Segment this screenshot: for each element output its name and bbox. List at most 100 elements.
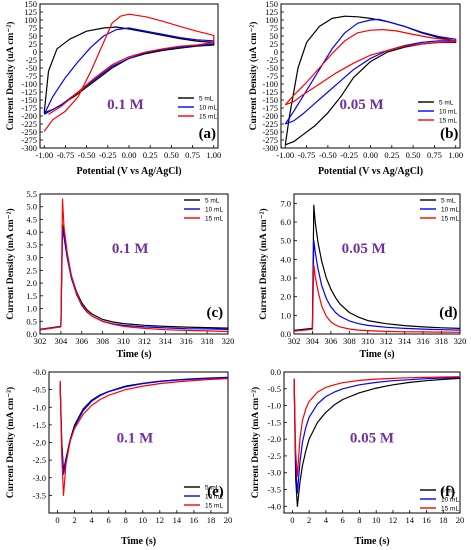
x-tick-label: -0.50	[78, 150, 96, 160]
y-tick-label: -200	[262, 111, 278, 121]
y-tick-label: -50	[26, 63, 37, 73]
x-tick-label: 18	[207, 515, 216, 525]
y-tick-label: 4.5	[26, 214, 37, 224]
legend-label: 5 mL	[439, 100, 454, 107]
y-axis-title: Current Density (uA cm⁻²)	[248, 22, 259, 131]
series-line-5-mL	[284, 15, 457, 146]
series-line-15-mL	[293, 376, 461, 477]
y-tick-label: 3.0	[280, 273, 291, 283]
panel-label: (c)	[207, 305, 224, 321]
y-tick-label: -175	[262, 103, 278, 113]
y-tick-label: -300	[262, 143, 278, 153]
y-tick-label: 125	[265, 7, 278, 17]
y-tick-label: 50	[270, 31, 279, 41]
panel-d: 302 304 306 308 310 312 314 316 318 320 0.0 1.0 2.0 3…	[258, 193, 466, 360]
x-tick-label: 0.25	[143, 150, 158, 160]
series-line-10-mL	[293, 240, 461, 332]
y-tick-label: 3.5	[26, 240, 37, 250]
y-tick-label: 5.0	[280, 236, 291, 246]
y-tick-label: 1.0	[280, 310, 291, 320]
x-tick-label: -1.00	[276, 150, 294, 160]
panel-label: (d)	[439, 305, 457, 321]
legend-label: 5 mL	[199, 96, 214, 103]
x-tick-label: 6	[107, 515, 111, 525]
x-tick-label: 20	[224, 515, 233, 525]
y-tick-label: -75	[26, 71, 37, 81]
x-tick-label: 4	[324, 515, 329, 525]
x-tick-label: -0.25	[340, 150, 358, 160]
y-axis-title: Current Density (mA cm⁻²)	[5, 387, 16, 498]
y-tick-label: 1.0	[26, 304, 37, 314]
y-tick-label: 75	[29, 23, 38, 33]
y-tick-label: -2.5	[33, 455, 46, 465]
x-tick-label: 18	[439, 515, 448, 525]
y-tick-label: 50	[29, 31, 38, 41]
y-tick-label: 25	[270, 39, 279, 49]
x-axis-title: Potential (V vs Ag/AgCl)	[76, 166, 181, 177]
y-tick-label: -300	[21, 143, 37, 153]
y-tick-label: -50	[267, 63, 278, 73]
series-line-15-mL	[43, 13, 215, 132]
x-tick-label: 0.75	[185, 150, 200, 160]
y-tick-label: 4.0	[26, 227, 37, 237]
concentration-annotation: 0.1 M	[107, 97, 144, 113]
legend-label: 15 mL	[205, 503, 223, 510]
y-tick-label: 2.0	[280, 292, 291, 302]
x-tick-label: 4	[89, 515, 94, 525]
y-tick-label: -150	[262, 95, 278, 105]
panel-a: -1.00 -0.75 -0.50 -0.25 0.00 0.25 0.50 0.75 1.00…	[5, 0, 221, 177]
y-tick-label: -0.5	[33, 385, 46, 395]
y-tick-label: -1.0	[268, 401, 281, 411]
x-tick-label: 0.75	[427, 150, 442, 160]
series-line-5-mL	[293, 204, 461, 331]
y-tick-label: 0.5	[26, 316, 37, 326]
x-tick-label: 1.00	[448, 150, 463, 160]
x-tick-label: 12	[389, 515, 398, 525]
concentration-annotation: 0.05 M	[342, 241, 386, 257]
x-axis-title: Time (s)	[359, 349, 394, 360]
y-tick-label: 150	[265, 0, 278, 9]
y-tick-label: -2.0	[33, 438, 46, 448]
y-tick-label: 5.5	[26, 189, 37, 199]
y-tick-label: -250	[262, 127, 278, 137]
legend-label: 15 mL	[199, 114, 217, 121]
panel-label: (e)	[207, 484, 224, 500]
y-tick-label: -3.0	[268, 468, 281, 478]
panel-e: 0 2 4 6 8 10 12 14 16 18 20 -0.0 -0.5 -1.0 -1.5 -2.0 -2.…	[5, 367, 232, 547]
x-tick-label: 310	[361, 336, 374, 346]
legend-label: 15 mL	[439, 118, 457, 125]
y-tick-label: -275	[21, 135, 37, 145]
x-tick-label: 16	[422, 515, 431, 525]
series-line-15-mL	[39, 198, 229, 333]
y-tick-label: -3.0	[33, 473, 46, 483]
y-tick-label: -25	[267, 55, 278, 65]
y-tick-label: -3.5	[33, 490, 46, 500]
y-tick-label: -75	[267, 71, 278, 81]
series-line-15-mL	[293, 264, 461, 333]
legend-label: 10 mL	[441, 207, 459, 214]
series-line-15-mL	[284, 29, 457, 106]
x-tick-label: 318	[201, 336, 214, 346]
x-tick-label: 314	[398, 336, 412, 346]
y-tick-label: -200	[21, 111, 37, 121]
y-axis-title: Current Density (mA cm⁻²)	[250, 387, 261, 498]
x-tick-label: 316	[417, 336, 430, 346]
x-tick-label: 0.00	[363, 150, 378, 160]
x-tick-label: 310	[117, 336, 130, 346]
x-tick-label: 302	[288, 336, 301, 346]
y-tick-label: -4.0	[268, 501, 281, 511]
series-line-5-mL	[293, 377, 461, 507]
legend-label: 10 mL	[205, 207, 223, 214]
concentration-annotation: 0.05 M	[339, 97, 383, 113]
y-tick-label: -250	[21, 127, 37, 137]
y-tick-label: 3.0	[26, 253, 37, 263]
panel-b: -1.00 -0.75 -0.50 -0.25 0.00 0.25 0.50 0.75 1.00…	[248, 0, 463, 177]
y-tick-label: 0.0	[270, 367, 281, 377]
x-tick-label: 2	[72, 515, 76, 525]
y-tick-label: 6.0	[280, 217, 291, 227]
x-tick-label: 8	[124, 515, 128, 525]
concentration-annotation: 0.05 M	[350, 431, 394, 447]
x-tick-label: 308	[96, 336, 109, 346]
legend-label: 15 mL	[441, 216, 459, 223]
